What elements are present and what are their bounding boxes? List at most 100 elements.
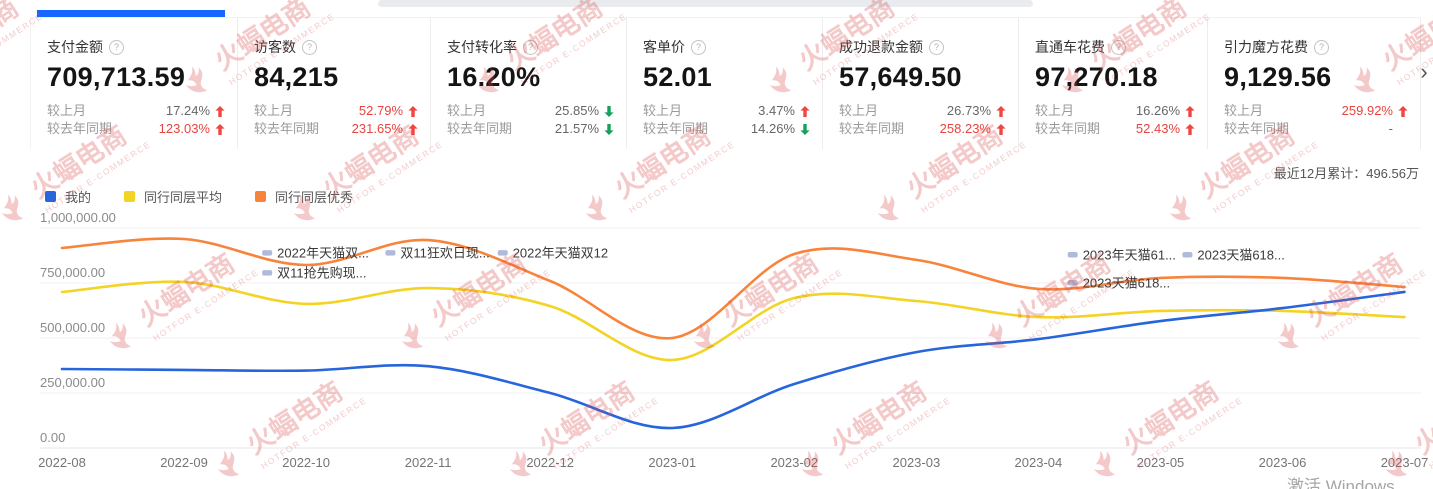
metric-card[interactable]: 引力魔方花费 ? 9,129.56 较上月 259.92% 较去年同期 -: [1208, 18, 1421, 149]
trend-label: 较上月: [1035, 103, 1075, 118]
trend-label: 较上月: [1224, 103, 1264, 118]
help-icon[interactable]: ?: [109, 39, 124, 55]
x-axis-label: 2023-05: [1137, 455, 1185, 470]
metric-card[interactable]: 成功退款金额 ? 57,649.50 较上月 26.73% 较去年同期 258.23%: [823, 18, 1019, 149]
x-axis-label: 2022-12: [526, 455, 574, 470]
event-marker-icon[interactable]: [1067, 280, 1078, 286]
trend-row: 较上月 52.79%: [254, 102, 418, 120]
trend-label: 较去年同期: [254, 121, 320, 136]
legend-item[interactable]: 同行同层优秀: [255, 187, 353, 206]
event-annotation-label[interactable]: 2022年天猫双...: [277, 246, 369, 261]
metric-title: 成功退款金额: [839, 39, 923, 55]
trend-up-icon: [1185, 123, 1195, 135]
x-axis-label: 2023-03: [892, 455, 940, 470]
metric-card[interactable]: 支付金额 ? 709,713.59 较上月 17.24% 较去年同期 123.03%: [31, 10, 238, 149]
windows-activation-text: 激活 Windows: [1287, 477, 1395, 489]
metric-title: 支付金额: [47, 39, 103, 55]
metric-value: 84,215: [254, 62, 339, 92]
event-annotation-label[interactable]: 2023天猫618...: [1197, 248, 1284, 263]
trend-up-icon: [996, 123, 1006, 135]
trend-value: 123.03%: [158, 121, 210, 136]
trend-label: 较上月: [47, 103, 87, 118]
trend-label: 较上月: [643, 103, 683, 118]
help-icon[interactable]: ?: [302, 39, 317, 55]
metric-title: 直通车花费: [1035, 39, 1105, 55]
y-axis-label: 1,000,000.00: [40, 210, 116, 225]
trend-label: 较上月: [447, 103, 487, 118]
help-icon[interactable]: ?: [691, 39, 706, 55]
metric-value: 97,270.18: [1035, 62, 1158, 92]
metric-value: 57,649.50: [839, 62, 962, 92]
event-annotation-label[interactable]: 双11狂欢日现...: [400, 246, 489, 261]
x-axis-label: 2022-11: [405, 455, 452, 470]
legend-label: 同行同层优秀: [275, 190, 354, 205]
trend-value: 14.26%: [750, 121, 795, 136]
x-axis-label: 2023-06: [1259, 455, 1307, 470]
trend-value: 25.85%: [554, 103, 599, 118]
trend-down-icon: [604, 105, 614, 117]
legend-label: 我的: [65, 190, 92, 205]
trend-value: 258.23%: [939, 121, 991, 136]
trend-row: 较上月 3.47%: [643, 102, 810, 120]
legend-swatch: [124, 191, 136, 202]
trend-row: 较去年同期 14.26%: [643, 120, 810, 138]
event-annotation-label[interactable]: 2022年天猫双12: [513, 246, 608, 261]
x-axis-label: 2023-04: [1015, 455, 1063, 470]
trend-row: 较上月 25.85%: [447, 102, 614, 120]
metric-card[interactable]: 访客数 ? 84,215 较上月 52.79% 较去年同期 231.65%: [238, 18, 431, 149]
metric-card[interactable]: 支付转化率 ? 16.20% 较上月 25.85% 较去年同期 21.57%: [431, 18, 627, 149]
help-icon[interactable]: ?: [1111, 39, 1126, 55]
trend-row: 较上月 16.26%: [1035, 102, 1195, 120]
active-tab-indicator: [37, 10, 225, 17]
y-axis-label: 0.00: [40, 430, 65, 445]
metric-value: 52.01: [643, 62, 713, 92]
series-line-1: [60, 280, 1406, 362]
y-axis-label: 250,000.00: [40, 375, 105, 390]
series-line-2: [60, 237, 1406, 340]
trend-row: 较上月 259.92%: [1224, 102, 1408, 120]
trend-up-icon: [408, 105, 418, 117]
metric-card[interactable]: 直通车花费 ? 97,270.18 较上月 16.26% 较去年同期 52.43%: [1019, 18, 1208, 149]
scrollbar-thumb[interactable]: [378, 0, 1033, 7]
trend-label: 较去年同期: [839, 121, 905, 136]
metric-title: 引力魔方花费: [1224, 39, 1308, 55]
trend-up-icon: [215, 105, 225, 117]
trend-label: 较去年同期: [1035, 121, 1101, 136]
trend-up-icon: [996, 105, 1006, 117]
legend-swatch: [45, 191, 56, 202]
trend-label: 较去年同期: [643, 121, 709, 136]
trend-value: 26.73%: [946, 103, 991, 118]
next-cards-button[interactable]: ›: [1416, 58, 1432, 86]
trend-value: -: [1388, 121, 1393, 136]
event-annotation-label[interactable]: 双11抢先购现...: [277, 266, 366, 281]
trend-value: 231.65%: [351, 121, 403, 136]
help-icon[interactable]: ?: [523, 39, 538, 55]
event-annotation-label[interactable]: 2023天猫618...: [1083, 276, 1170, 291]
help-icon[interactable]: ?: [1314, 39, 1329, 55]
trend-value: 16.26%: [1135, 103, 1180, 118]
help-icon[interactable]: ?: [929, 39, 944, 55]
legend-item[interactable]: 我的: [45, 187, 91, 206]
event-marker-icon[interactable]: [262, 270, 273, 276]
cumulative-summary: 最近12月累计：496.56万: [1273, 166, 1419, 181]
y-axis-label: 750,000.00: [40, 265, 105, 280]
trend-row: 较去年同期 -: [1224, 120, 1408, 138]
legend-item[interactable]: 同行同层平均: [124, 187, 222, 206]
event-marker-icon[interactable]: [262, 250, 273, 256]
legend-swatch: [255, 191, 267, 202]
metric-card[interactable]: 客单价 ? 52.01 较上月 3.47% 较去年同期 14.26%: [627, 18, 823, 149]
trend-row: 较去年同期 52.43%: [1035, 120, 1195, 138]
event-annotation-label[interactable]: 2023年天猫61...: [1083, 248, 1176, 263]
chart-legend: 我的 同行同层平均 同行同层优秀: [45, 187, 386, 206]
event-marker-icon[interactable]: [1182, 252, 1193, 258]
metric-title: 客单价: [643, 39, 685, 55]
event-marker-icon[interactable]: [497, 250, 508, 256]
event-marker-icon[interactable]: [1067, 252, 1078, 258]
trend-label: 较上月: [839, 103, 879, 118]
y-axis-label: 500,000.00: [40, 320, 105, 335]
trend-value: 21.57%: [554, 121, 599, 136]
trend-row: 较去年同期 258.23%: [839, 120, 1006, 138]
event-marker-icon[interactable]: [385, 250, 396, 256]
trend-row: 较去年同期 231.65%: [254, 120, 418, 138]
